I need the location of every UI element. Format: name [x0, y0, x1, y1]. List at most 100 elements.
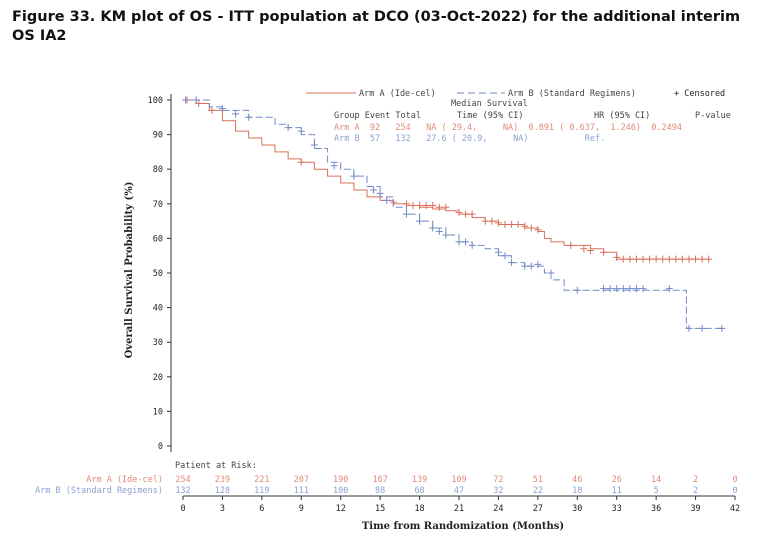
arm-a-censor-mark — [402, 200, 410, 208]
arm-b-censor-mark — [383, 196, 391, 204]
arm-a-risk-count: 139 — [412, 475, 427, 485]
arm-a-censor-mark — [501, 221, 509, 229]
arm-b-censor-mark — [245, 113, 253, 121]
x-tick-label: 21 — [454, 504, 464, 514]
x-tick-label: 9 — [299, 504, 304, 514]
arm-b-censor-mark — [718, 324, 726, 332]
arm-a-censor-mark — [534, 226, 542, 234]
arm-a-risk-count: 2 — [693, 475, 698, 485]
arm-a-censor-mark — [527, 224, 535, 232]
arm-a-censor-mark — [488, 217, 496, 225]
x-tick-label: 42 — [730, 504, 740, 514]
arm-a-censor-mark — [567, 241, 575, 249]
arm-a-censor-mark — [652, 255, 660, 263]
y-tick-label: 20 — [153, 373, 163, 383]
arm-b-censor-mark — [665, 285, 673, 293]
x-tick-label: 3 — [220, 504, 225, 514]
arm-b-censor-mark — [632, 285, 640, 293]
arm-b-censor-mark — [284, 124, 292, 132]
arm-b-censor-mark — [547, 269, 555, 277]
arm-b-censor-mark — [370, 186, 378, 194]
arm-b-risk-count: 22 — [533, 486, 543, 496]
arm-a-censor-mark — [600, 248, 608, 256]
arm-b-censor-mark — [639, 285, 647, 293]
stats-row-arm-a: Arm A 92 254 NA ( 29.4, NA) 0.891 ( 0.63… — [334, 123, 682, 133]
y-tick-label: 80 — [153, 165, 163, 175]
arm-a-censor-mark — [659, 255, 667, 263]
legend-arm-b-label: Arm B (Standard Regimens) — [508, 89, 636, 99]
risk-table-title: Patient at Risk: — [175, 461, 257, 471]
arm-a-censor-mark — [462, 210, 470, 218]
arm-a-censor-mark — [685, 255, 693, 263]
stats-header-median: Median Survival — [451, 99, 528, 109]
arm-a-censor-mark — [429, 202, 437, 210]
arm-a-censor-mark — [416, 202, 424, 210]
arm-a-censor-mark — [619, 255, 627, 263]
arm-a-risk-count: 221 — [254, 475, 269, 485]
arm-a-censor-mark — [665, 255, 673, 263]
arm-a-censor-mark — [626, 255, 634, 263]
x-tick-label: 6 — [259, 504, 264, 514]
arm-a-risk-count: 26 — [612, 475, 622, 485]
arm-b-risk-count: 132 — [175, 486, 190, 496]
y-tick-label: 40 — [153, 304, 163, 314]
arm-b-risk-count: 119 — [254, 486, 269, 496]
arm-b-censor-mark — [416, 217, 424, 225]
stats-row-arm-b: Arm B 57 132 27.6 ( 20.9, NA) Ref. — [334, 134, 605, 144]
arm-a-risk-count: 72 — [493, 475, 503, 485]
x-tick-label: 33 — [612, 504, 622, 514]
arm-b-censor-mark — [626, 285, 634, 293]
arm-b-censor-mark — [429, 224, 437, 232]
arm-a-risk-count: 14 — [651, 475, 661, 485]
arm-a-censor-mark — [297, 158, 305, 166]
arm-b-censor-mark — [218, 105, 226, 113]
arm-b-risk-count: 11 — [612, 486, 622, 496]
arm-b-censor-mark — [508, 259, 516, 267]
stats-header-time: Time (95% CI) — [457, 111, 524, 121]
arm-b-censor-mark — [619, 285, 627, 293]
arm-b-censor-mark — [501, 252, 509, 260]
arm-a-censor-mark — [639, 255, 647, 263]
y-tick-label: 70 — [153, 200, 163, 210]
arm-a-censor-mark — [208, 106, 216, 114]
arm-b-risk-count: 32 — [493, 486, 503, 496]
arm-b-risk-count: 111 — [294, 486, 309, 496]
arm-a-censor-mark — [521, 222, 529, 230]
stats-header-p: P-value — [695, 111, 731, 121]
arm-a-censor-mark — [698, 255, 706, 263]
arm-a-risk-count: 207 — [294, 475, 309, 485]
x-tick-label: 27 — [533, 504, 543, 514]
arm-b-risk-count: 0 — [732, 486, 737, 496]
arm-a-risk-count: 167 — [372, 475, 387, 485]
arm-a-censor-mark — [514, 221, 522, 229]
y-tick-label: 100 — [148, 96, 163, 106]
arm-a-censor-mark — [409, 202, 417, 210]
arm-a-censor-mark — [468, 210, 476, 218]
arm-b-censor-mark — [442, 231, 450, 239]
arm-b-censor-mark — [613, 285, 621, 293]
arm-a-censor-mark — [705, 255, 713, 263]
arm-b-censor-mark — [455, 238, 463, 246]
arm-a-risk-count: 109 — [451, 475, 466, 485]
arm-b-censor-mark — [435, 227, 443, 235]
legend-censored-label: + Censored — [674, 89, 725, 99]
x-tick-label: 12 — [336, 504, 346, 514]
arm-a-censor-mark — [494, 219, 502, 227]
risk-row-arm-b-label: Arm B (Standard Regimens) — [35, 486, 163, 496]
arm-b-risk-count: 128 — [215, 486, 230, 496]
arm-a-censor-mark — [508, 221, 516, 229]
arm-b-censor-mark — [573, 286, 581, 294]
arm-a-risk-count: 46 — [572, 475, 582, 485]
arm-b-censor-mark — [600, 285, 608, 293]
arm-b-censor-mark — [192, 96, 200, 104]
arm-b-censor-mark — [521, 262, 529, 270]
x-tick-label: 39 — [690, 504, 700, 514]
y-axis-label: Overall Survival Probability (%) — [124, 182, 135, 359]
x-tick-label: 30 — [572, 504, 582, 514]
arm-b-risk-count: 2 — [693, 486, 698, 496]
arm-b-censor-mark — [462, 238, 470, 246]
stats-table: Median Survival Group Event Total Time (… — [334, 99, 731, 144]
arm-b-censor-mark — [685, 324, 693, 332]
x-axis-label: Time from Randomization (Months) — [362, 521, 564, 532]
x-tick-label: 18 — [414, 504, 424, 514]
